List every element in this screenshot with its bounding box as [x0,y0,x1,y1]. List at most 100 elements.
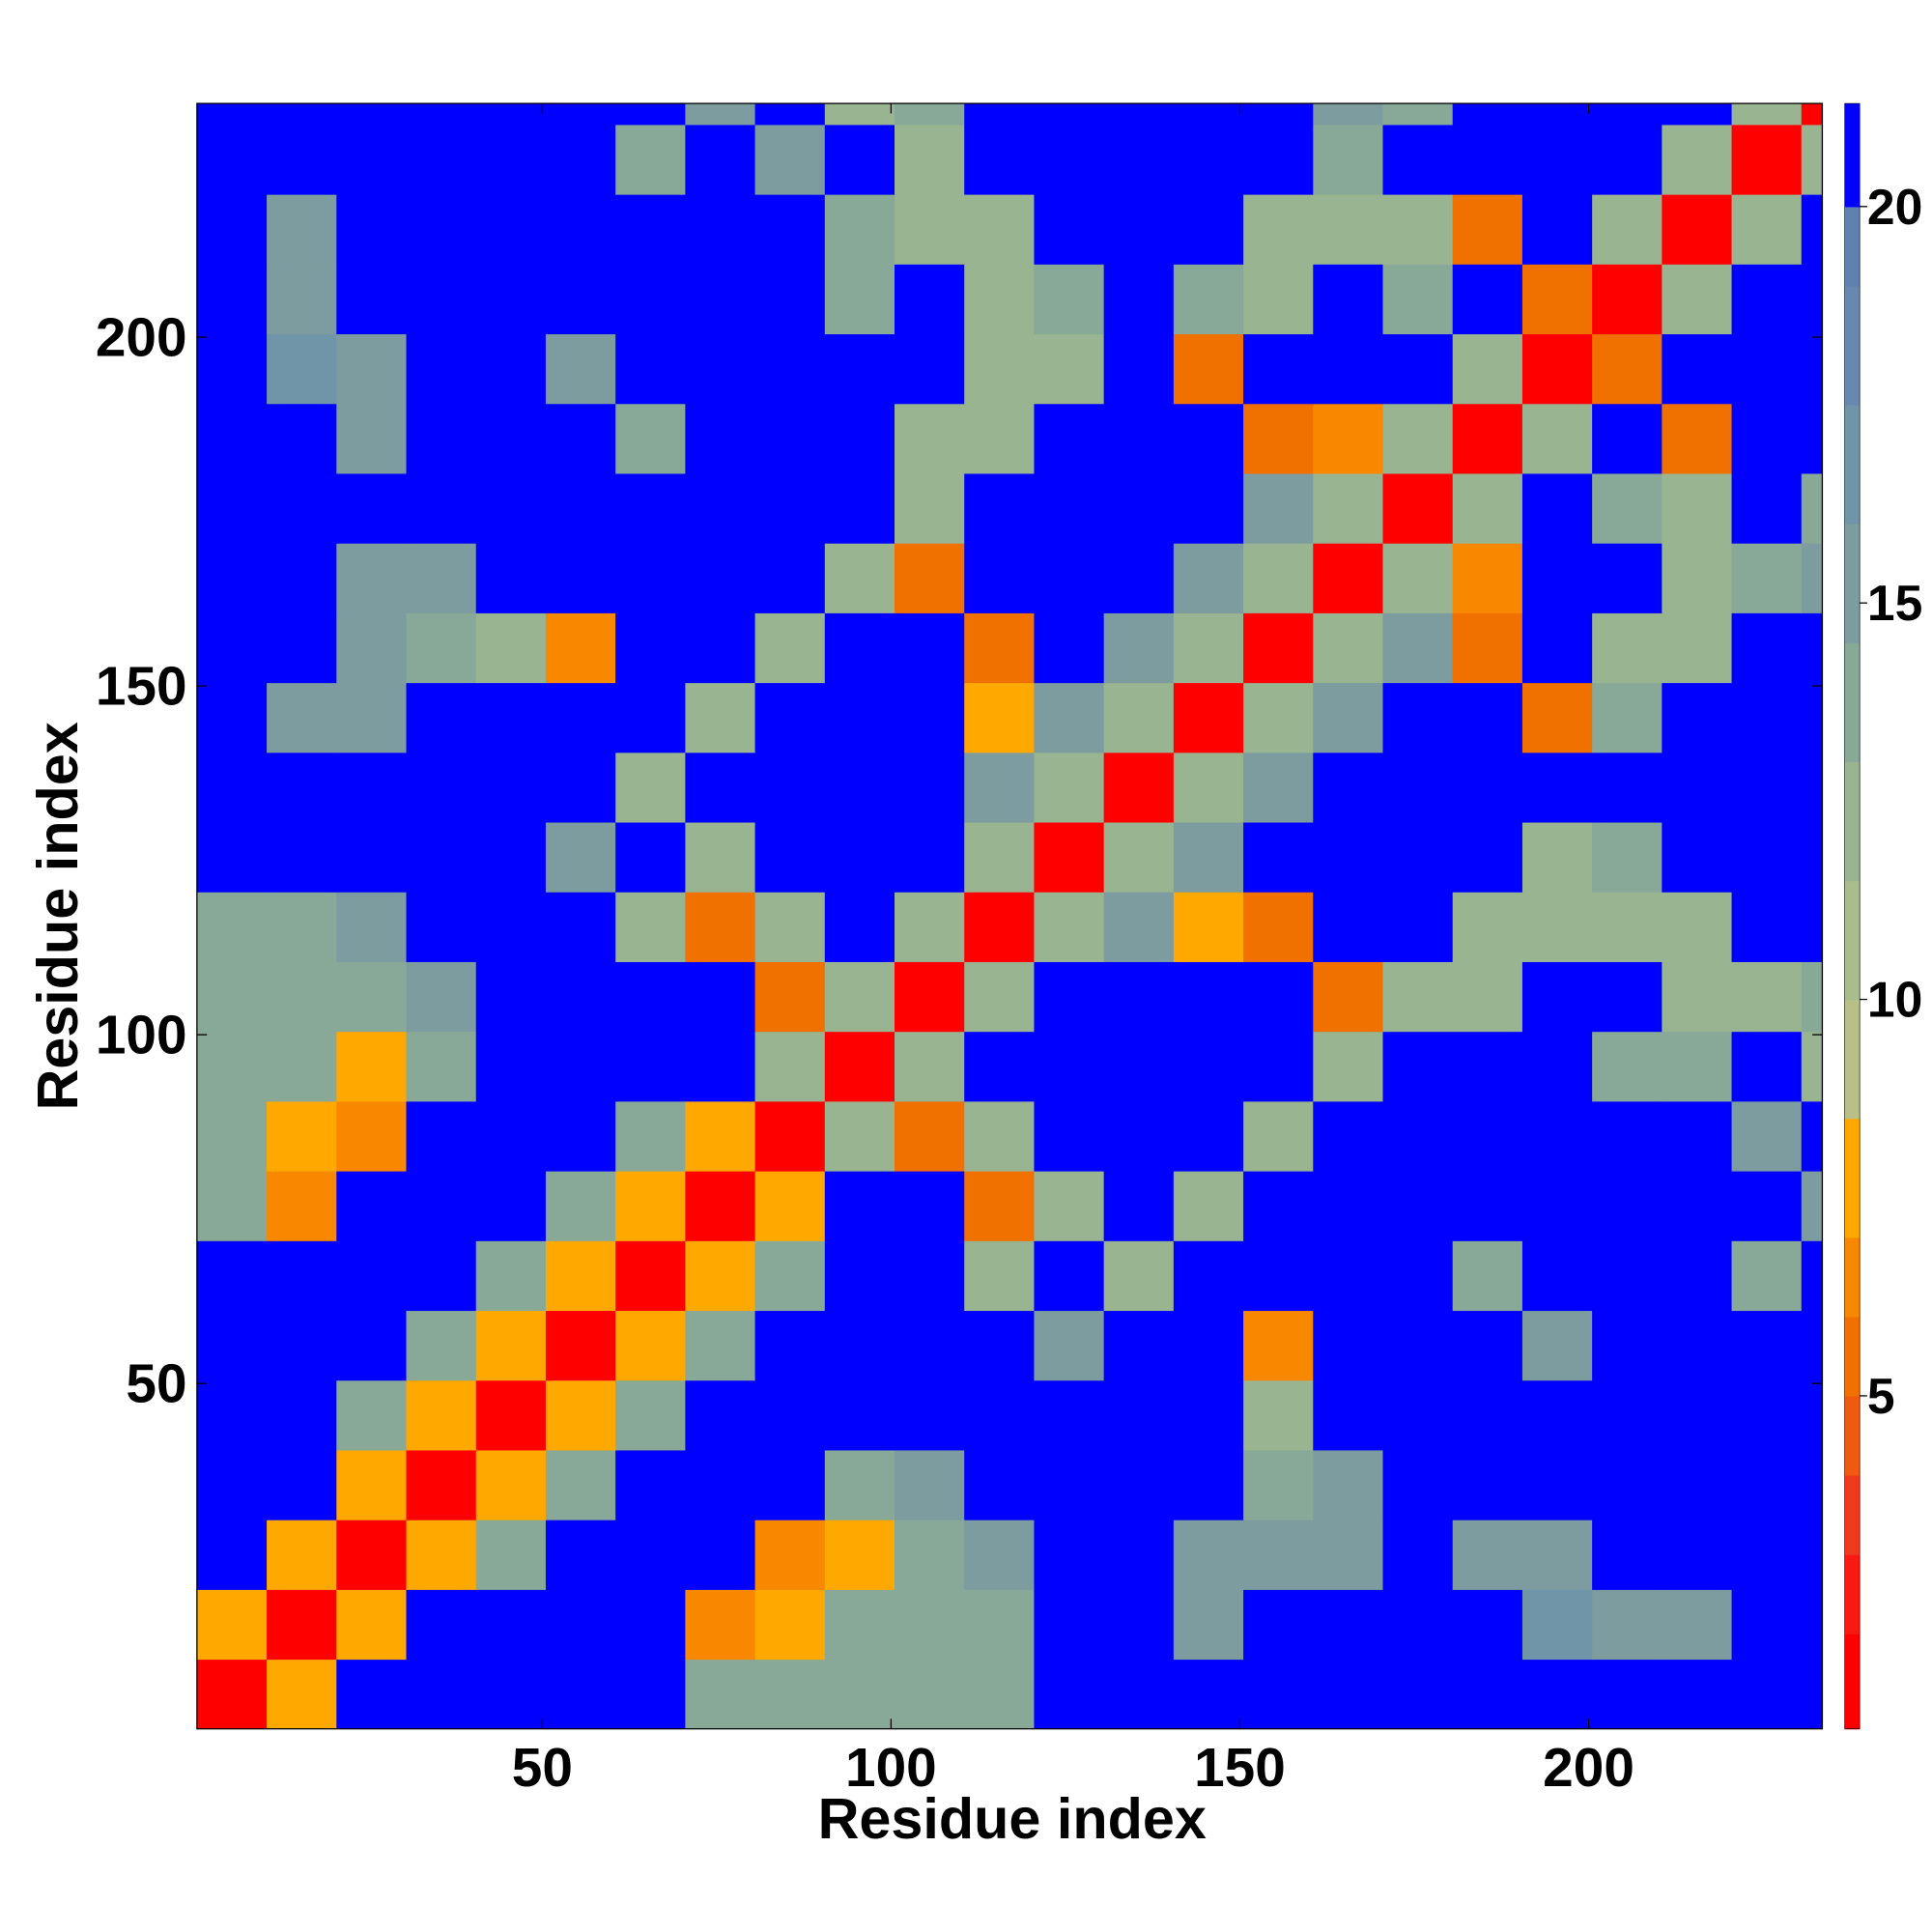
heatmap-cell [336,752,408,823]
heatmap-cell [1243,612,1314,684]
heatmap-cell [1173,1100,1244,1172]
heatmap-cell [615,961,687,1033]
heatmap-cell [1731,961,1803,1033]
heatmap-cell [1243,821,1314,893]
heatmap-cell [1662,752,1733,823]
heatmap-cell [824,1589,895,1661]
heatmap-cell [406,821,477,893]
heatmap-cell [964,1589,1036,1661]
heatmap-cell [1243,1379,1314,1451]
heatmap-cell [406,1589,477,1661]
colorbar-segment [1844,1316,1861,1397]
colorbar-segment [1844,1634,1861,1730]
heatmap-cell [685,682,756,753]
heatmap-cell [1801,193,1823,265]
heatmap-cell [1521,752,1593,823]
heatmap-cell [336,612,408,684]
heatmap-cell [475,472,547,544]
heatmap-cell [406,1031,477,1102]
heatmap-cell [1173,1240,1244,1312]
heatmap-cell [685,1589,756,1661]
heatmap-cell [1731,333,1803,405]
heatmap-cell [615,1310,687,1381]
heatmap-cell [406,612,477,684]
heatmap-cell [1103,543,1175,613]
colorbar-segment [1844,1236,1861,1318]
heatmap-cell [895,333,965,405]
heatmap-cell [1382,472,1454,544]
heatmap-cell [1452,1379,1523,1451]
heatmap-cell [1382,1310,1454,1381]
heatmap-cell [615,752,687,823]
heatmap-cell [615,1379,687,1451]
heatmap-cell [1801,752,1823,823]
heatmap-cell [964,264,1036,335]
heatmap-cell [1103,1520,1175,1590]
heatmap-cell [1592,1659,1663,1729]
heatmap-cell [754,1520,826,1590]
heatmap-cell [824,403,895,474]
heatmap-cell [267,403,337,474]
heatmap-cell [475,1170,547,1241]
heatmap-cell [475,1310,547,1381]
heatmap-cell [1243,1589,1314,1661]
heatmap-cell [196,892,268,962]
colorbar-segment [1844,1475,1861,1555]
heatmap-cell [1731,1589,1803,1661]
heatmap-cell [1452,752,1523,823]
heatmap-cell [336,472,408,544]
heatmap-cell [1034,124,1105,195]
heatmap-cell [1521,333,1593,405]
heatmap-cell [895,543,965,613]
x-axis-title: Residue index [818,1786,1207,1851]
heatmap-cell [754,1031,826,1102]
heatmap-cell [1662,1449,1733,1520]
heatmap-cell [1731,103,1803,126]
heatmap-cell [615,821,687,893]
heatmap-cell [1103,124,1175,195]
heatmap-cell [1173,1520,1244,1590]
heatmap-cell [196,1310,268,1381]
heatmap-cell [754,403,826,474]
heatmap-cell [754,264,826,335]
heatmap-cell [964,403,1036,474]
heatmap-cell [685,961,756,1033]
heatmap-cell [1521,1310,1593,1381]
heatmap-cell [267,124,337,195]
heatmap-cell [545,1589,616,1661]
heatmap-cell [685,892,756,962]
heatmap-cell [685,821,756,893]
heatmap-cell [895,1100,965,1172]
heatmap-cell [1662,961,1733,1033]
heatmap-cell [824,1520,895,1590]
colorbar-segment [1844,1118,1861,1238]
heatmap-cell [1521,892,1593,962]
heatmap-cell [545,1031,616,1102]
heatmap-cell [1452,103,1523,126]
heatmap-cell [1034,472,1105,544]
heatmap-cell [1243,1449,1314,1520]
heatmap-cell [895,124,965,195]
heatmap-cell [336,1031,408,1102]
heatmap-cell [267,103,337,126]
heatmap-cell [1731,543,1803,613]
heatmap-cell [1592,403,1663,474]
heatmap-cell [336,1589,408,1661]
heatmap-cell [754,1379,826,1451]
heatmap-cell [824,1170,895,1241]
heatmap-cell [964,892,1036,962]
heatmap-cell [196,472,268,544]
heatmap-cell [1521,1170,1593,1241]
heatmap-cell [196,752,268,823]
heatmap-cell [336,1240,408,1312]
heatmap-cell [1662,1170,1733,1241]
heatmap-cell [1173,403,1244,474]
heatmap-cell [336,103,408,126]
heatmap-cell [1452,403,1523,474]
heatmap-cell [964,821,1036,893]
heatmap-cell [1313,103,1384,126]
heatmap-cell [545,264,616,335]
heatmap-cell [475,682,547,753]
heatmap-cell [1521,193,1593,265]
heatmap-cell [1103,193,1175,265]
